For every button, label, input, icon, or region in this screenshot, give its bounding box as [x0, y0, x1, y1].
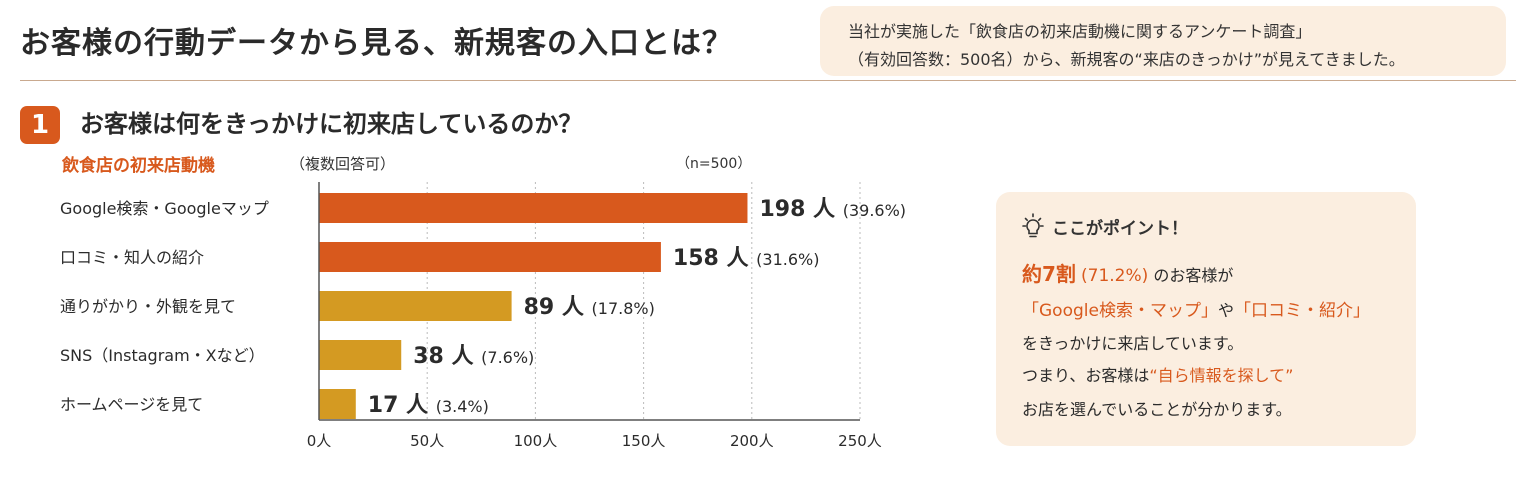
tick-label: 150人 — [622, 432, 666, 450]
value-label: 158 人 (31.6%) — [673, 246, 820, 271]
value-label: 17 人 (3.4%) — [368, 393, 489, 418]
value-label: 38 人 (7.6%) — [413, 344, 534, 369]
tick-label: 100人 — [514, 432, 558, 450]
category-label: ホームページを見て — [60, 395, 203, 414]
tick-label: 200人 — [730, 432, 774, 450]
point-box: ここがポイント！ 約7割 (71.2%) のお客様が 「Google検索・マップ… — [996, 192, 1416, 446]
chart-title: 飲食店の初来店動機 — [62, 156, 215, 176]
header-divider — [20, 80, 1516, 81]
point-line-4: つまり、お客様は“自ら情報を探して” — [1022, 362, 1293, 386]
section-heading: お客様は何をきっかけに初来店しているのか？ — [80, 110, 583, 138]
tick-label: 0人 — [307, 432, 332, 450]
bar — [319, 193, 748, 223]
section-number-badge: 1 — [20, 106, 60, 144]
point-line-5: お店を選んでいることが分かります。 — [1022, 400, 1292, 419]
chart-sample-size: （n=500） — [676, 156, 752, 172]
point-text: のお客様が — [1153, 266, 1234, 285]
category-label: 通りがかり・外観を見て — [60, 297, 236, 316]
tick-label: 250人 — [838, 432, 882, 450]
bar-chart: Google検索・Googleマップ 198 人 (39.6%) 口コミ・知人の紹介… — [60, 182, 906, 450]
category-label: SNS（Instagram・Xなど） — [60, 346, 265, 365]
tick-label: 50人 — [410, 432, 444, 450]
highlight-kuchikomi: 「口コミ・紹介」 — [1233, 301, 1370, 321]
intro-text-line-2: （有効回答数：500名）から、新規客の“来店のきっかけ”が見えてきました。 — [848, 50, 1405, 69]
category-label: Google検索・Googleマップ — [60, 199, 269, 218]
point-text: つまり、お客様は — [1022, 366, 1150, 385]
point-line-1: 約7割 (71.2%) のお客様が — [1022, 258, 1233, 287]
highlight-google: 「Google検索・マップ」 — [1022, 301, 1218, 321]
category-label: 口コミ・知人の紹介 — [60, 248, 204, 267]
highlight-search-self: “自ら情報を探して” — [1149, 366, 1294, 385]
point-line-3: をきっかけに来店しています。 — [1022, 334, 1244, 353]
bar — [319, 291, 512, 321]
bar — [319, 242, 661, 272]
chart-subtitle: （複数回答可） — [290, 155, 396, 173]
value-label: 198 人 (39.6%) — [759, 197, 906, 222]
bar — [319, 389, 356, 419]
point-heading: ここがポイント！ — [1052, 219, 1188, 239]
value-label: 89 人 (17.8%) — [524, 295, 655, 320]
page-title: お客様の行動データから見る、新規客の入口とは？ — [20, 26, 733, 61]
point-text: や — [1217, 301, 1234, 320]
intro-text-line-1: 当社が実施した「飲食店の初来店動機に関するアンケート調査」 — [848, 22, 1312, 41]
highlight-ratio: 約7割 — [1022, 262, 1076, 286]
bar — [319, 340, 402, 370]
point-line-2: 「Google検索・マップ」や「口コミ・紹介」 — [1022, 296, 1370, 321]
intro-box: 当社が実施した「飲食店の初来店動機に関するアンケート調査」 （有効回答数：500… — [820, 6, 1506, 76]
lightbulb-icon — [1022, 213, 1044, 238]
highlight-percent: (71.2%) — [1081, 266, 1149, 286]
